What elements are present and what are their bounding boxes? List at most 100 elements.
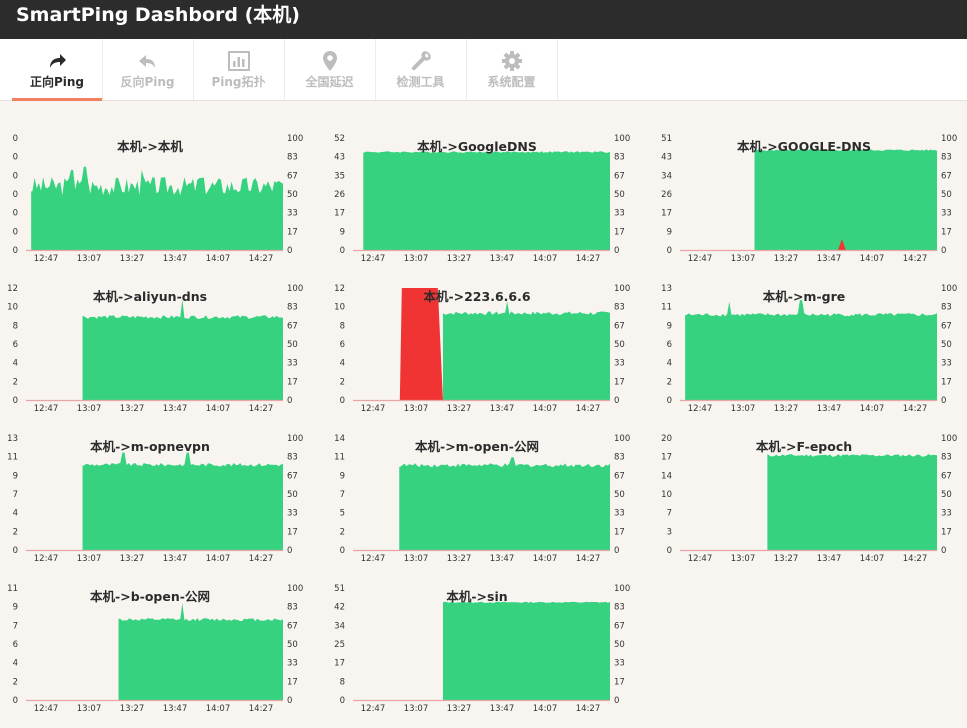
tab-diagnostic-tools[interactable]: 检测工具 [375, 39, 467, 100]
tab-ping-topology[interactable]: Ping拓扑 [193, 39, 285, 100]
y-left-tick-label: 17 [661, 209, 672, 219]
ping-chart-panel[interactable]: 0 2 4 6 7 9 11 0 17 33 50 67 83 100 12:47 13:07 13:27 13:… [0, 580, 303, 720]
y-left-tick-label: 4 [13, 359, 18, 369]
y-left-tick-label: 43 [661, 153, 672, 163]
tab-system-config[interactable]: 系统配置 [466, 39, 558, 100]
x-tick-label: 14:27 [576, 404, 601, 414]
y-left-tick-label: 5 [340, 509, 345, 519]
active-tab-indicator [12, 98, 102, 101]
x-tick-label: 13:07 [404, 404, 429, 414]
x-tick-label: 12:47 [34, 404, 59, 414]
y-left-tick-label: 0 [13, 546, 18, 556]
y-right-tick-label: 83 [287, 153, 298, 163]
x-tick-label: 14:07 [533, 704, 558, 714]
y-left-tick-label: 0 [13, 696, 18, 706]
y-left-tick-label: 43 [334, 153, 345, 163]
y-left-tick-label: 14 [661, 471, 672, 481]
y-right-tick-label: 33 [614, 359, 625, 369]
y-right-tick-label: 0 [614, 546, 619, 556]
y-left-tick-label: 6 [13, 340, 18, 350]
chart-title: 本机->sin [446, 589, 508, 604]
nav-bar: 正向Ping 反向Ping Ping拓扑 全国延迟 检测工具 系统配置 [0, 39, 967, 101]
x-tick-label: 13:27 [774, 254, 799, 264]
x-tick-label: 14:07 [206, 704, 231, 714]
x-tick-label: 13:47 [490, 254, 515, 264]
y-right-tick-label: 33 [287, 509, 298, 519]
y-right-tick-label: 17 [941, 527, 952, 537]
x-tick-label: 13:27 [447, 404, 472, 414]
ping-chart: 0 2 4 6 8 10 12 0 17 33 50 67 83 100 12:47 13:07 13:27 13… [334, 284, 630, 414]
y-left-tick-label: 11 [7, 584, 18, 594]
y-left-tick-label: 4 [667, 359, 672, 369]
x-tick-label: 13:47 [817, 254, 842, 264]
x-tick-label: 13:47 [817, 404, 842, 414]
x-tick-label: 12:47 [361, 254, 386, 264]
y-right-tick-label: 0 [287, 696, 292, 706]
latency-area [31, 166, 283, 250]
y-right-tick-label: 100 [614, 134, 630, 144]
y-left-tick-label: 0 [340, 546, 345, 556]
y-left-tick-label: 51 [661, 134, 672, 144]
y-left-tick-label: 2 [13, 377, 18, 387]
y-left-tick-label: 4 [340, 359, 345, 369]
ping-chart-panel[interactable]: 0 8 17 25 34 42 51 0 17 33 50 67 83 100 12:47 13:07 13:2… [327, 580, 630, 720]
y-left-tick-label: 17 [334, 659, 345, 669]
y-right-tick-label: 50 [614, 490, 625, 500]
x-tick-label: 13:07 [404, 704, 429, 714]
y-right-tick-label: 50 [287, 640, 298, 650]
x-tick-label: 13:07 [77, 404, 102, 414]
x-tick-label: 13:27 [120, 704, 145, 714]
y-right-tick-label: 17 [614, 377, 625, 387]
x-tick-label: 13:27 [120, 404, 145, 414]
latency-area [118, 603, 284, 700]
y-right-tick-label: 17 [614, 527, 625, 537]
y-right-tick-label: 0 [614, 696, 619, 706]
y-left-tick-label: 13 [7, 434, 18, 444]
y-right-tick-label: 67 [287, 171, 298, 181]
tab-reverse-ping[interactable]: 反向Ping [102, 39, 194, 100]
y-left-tick-label: 2 [340, 527, 345, 537]
ping-chart-panel[interactable]: 0 2 4 6 8 10 12 0 17 33 50 67 83 100 12:47 13:07 13:27 13… [327, 280, 630, 420]
ping-chart: 0 2 5 7 9 11 14 0 17 33 50 67 83 100 12:47 13:07 13:27 13… [334, 434, 630, 564]
y-right-tick-label: 0 [614, 246, 619, 256]
x-tick-label: 13:47 [490, 404, 515, 414]
y-right-tick-label: 67 [614, 171, 625, 181]
y-left-tick-label: 0 [13, 227, 18, 237]
ping-chart-panel[interactable]: 0 0 0 0 0 0 0 0 17 33 50 67 83 100 12:47 13:07 13:27 13:4… [0, 130, 304, 270]
tab-label: 系统配置 [487, 75, 536, 89]
ping-chart-panel[interactable]: 0 2 4 6 9 11 13 0 17 33 50 67 83 100 12:47 13:07 13:27 13… [654, 280, 957, 420]
x-tick-label: 13:27 [774, 404, 799, 414]
y-left-tick-label: 7 [667, 509, 672, 519]
y-right-tick-label: 0 [287, 546, 292, 556]
y-right-tick-label: 100 [941, 434, 957, 444]
y-left-tick-label: 42 [334, 603, 345, 613]
y-left-tick-label: 2 [667, 377, 672, 387]
ping-chart-panel[interactable]: 0 9 17 26 35 43 52 0 17 33 50 67 83 100 12:47 13:07 13:2… [327, 130, 630, 270]
ping-chart-panel[interactable]: 0 3 7 10 14 17 20 0 17 33 50 67 83 100 12:47 13:07 13:27… [654, 430, 957, 570]
tab-national-latency[interactable]: 全国延迟 [284, 39, 376, 100]
y-right-tick-label: 33 [941, 509, 952, 519]
y-left-tick-label: 9 [13, 471, 18, 481]
latency-area [685, 300, 937, 400]
ping-chart: 0 2 4 7 9 11 13 0 17 33 50 67 83 100 12:47 13:07 13:27 13… [7, 434, 303, 564]
y-right-tick-label: 100 [614, 584, 630, 594]
latency-area [767, 454, 937, 550]
ping-chart-panel[interactable]: 0 2 4 6 8 10 12 0 17 33 50 67 83 100 12:47 13:07 13:27 13… [0, 280, 303, 420]
ping-chart-panel[interactable]: 0 2 4 7 9 11 13 0 17 33 50 67 83 100 12:47 13:07 13:27 13… [0, 430, 303, 570]
y-right-tick-label: 100 [941, 284, 957, 294]
x-tick-label: 14:27 [576, 554, 601, 564]
x-tick-label: 13:07 [731, 554, 756, 564]
y-left-tick-label: 2 [13, 677, 18, 687]
y-right-tick-label: 83 [941, 303, 952, 313]
y-right-tick-label: 100 [287, 134, 303, 144]
y-right-tick-label: 100 [941, 134, 957, 144]
y-left-tick-label: 17 [661, 453, 672, 463]
tab-forward-ping[interactable]: 正向Ping [12, 39, 103, 101]
y-right-tick-label: 50 [941, 190, 952, 200]
y-left-tick-label: 9 [667, 227, 672, 237]
y-left-tick-label: 11 [7, 453, 18, 463]
ping-chart-panel[interactable]: 0 2 5 7 9 11 14 0 17 33 50 67 83 100 12:47 13:07 13:27 13… [327, 430, 630, 570]
y-left-tick-label: 13 [661, 284, 672, 294]
ping-chart-panel[interactable]: 0 9 17 26 34 43 51 0 17 33 50 67 83 100 12:47 13:07 13:2… [654, 130, 957, 270]
x-tick-label: 13:47 [490, 704, 515, 714]
